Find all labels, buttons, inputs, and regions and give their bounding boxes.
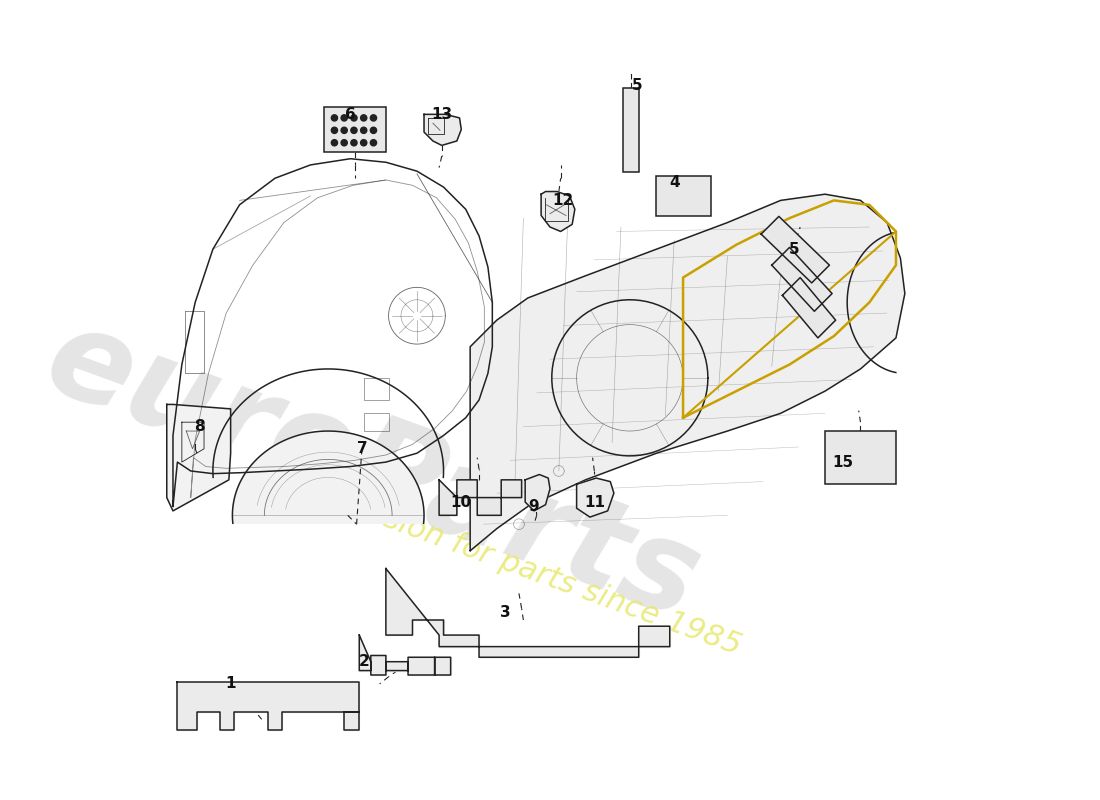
- Circle shape: [371, 114, 376, 121]
- Polygon shape: [576, 478, 614, 517]
- Text: 1: 1: [226, 676, 235, 691]
- Circle shape: [331, 127, 338, 134]
- Polygon shape: [439, 480, 521, 515]
- Text: 12: 12: [552, 193, 574, 208]
- Circle shape: [341, 140, 348, 146]
- Circle shape: [351, 127, 358, 134]
- Circle shape: [361, 140, 366, 146]
- Bar: [364, 414, 388, 431]
- Polygon shape: [386, 569, 670, 658]
- Bar: [364, 378, 388, 400]
- Polygon shape: [360, 635, 451, 675]
- Bar: [623, 88, 639, 172]
- Polygon shape: [424, 114, 461, 146]
- Circle shape: [341, 127, 348, 134]
- Circle shape: [331, 114, 338, 121]
- Circle shape: [361, 127, 366, 134]
- Polygon shape: [525, 474, 550, 511]
- Polygon shape: [232, 431, 424, 523]
- Circle shape: [371, 127, 376, 134]
- Text: 2: 2: [359, 654, 370, 669]
- Polygon shape: [167, 405, 231, 511]
- Text: 3: 3: [500, 606, 512, 621]
- Circle shape: [371, 140, 376, 146]
- Bar: [323, 107, 386, 152]
- Text: 7: 7: [356, 442, 367, 456]
- Text: 6: 6: [345, 107, 355, 122]
- Circle shape: [341, 114, 348, 121]
- Circle shape: [361, 114, 366, 121]
- Polygon shape: [782, 278, 836, 338]
- Polygon shape: [177, 682, 360, 730]
- Text: 5: 5: [789, 242, 800, 257]
- Text: 5: 5: [631, 78, 642, 93]
- Circle shape: [351, 140, 358, 146]
- Text: a passion for parts since 1985: a passion for parts since 1985: [301, 476, 745, 661]
- Text: euroParts: euroParts: [30, 297, 715, 645]
- Text: 9: 9: [529, 499, 539, 514]
- Polygon shape: [470, 194, 905, 551]
- Bar: [825, 431, 896, 484]
- Bar: [657, 177, 712, 216]
- Text: 10: 10: [451, 494, 472, 510]
- Circle shape: [351, 114, 358, 121]
- Polygon shape: [772, 247, 832, 311]
- Text: 13: 13: [431, 107, 452, 122]
- Text: 8: 8: [195, 419, 205, 434]
- Polygon shape: [541, 191, 575, 231]
- Text: 11: 11: [584, 494, 605, 510]
- Polygon shape: [761, 216, 829, 283]
- Text: 4: 4: [669, 175, 680, 190]
- Text: 15: 15: [833, 454, 854, 470]
- Circle shape: [331, 140, 338, 146]
